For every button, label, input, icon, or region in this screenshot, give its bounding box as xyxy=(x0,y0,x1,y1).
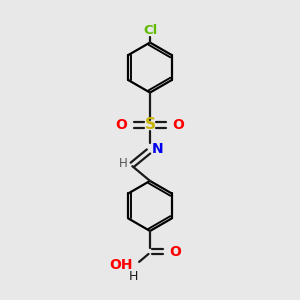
Text: OH: OH xyxy=(110,258,133,272)
Text: O: O xyxy=(169,244,181,259)
Text: Cl: Cl xyxy=(143,24,157,37)
Text: S: S xyxy=(145,118,155,133)
Text: H: H xyxy=(128,269,138,283)
Text: N: N xyxy=(152,142,163,155)
Text: H: H xyxy=(119,157,128,170)
Text: O: O xyxy=(116,118,127,132)
Text: O: O xyxy=(173,118,184,132)
